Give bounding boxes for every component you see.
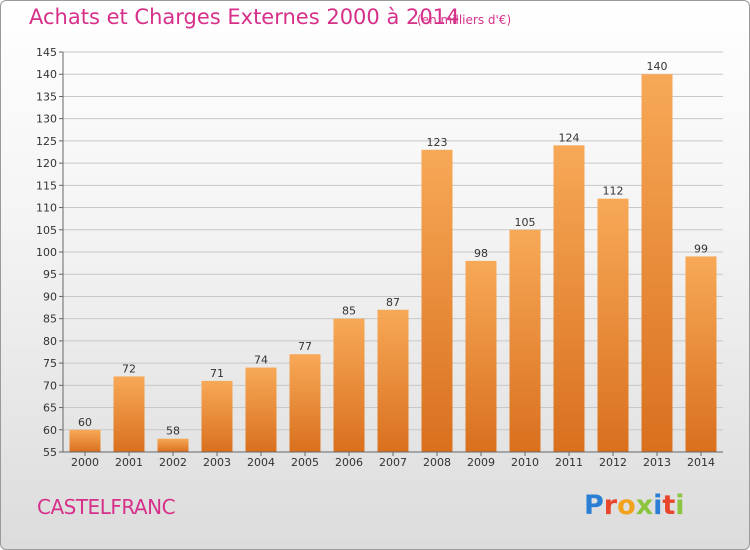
y-tick-label: 60 bbox=[43, 424, 57, 437]
data-label-2014: 99 bbox=[694, 242, 708, 255]
logo-letter: r bbox=[603, 490, 618, 521]
x-tick-label-2005: 2005 bbox=[291, 456, 319, 469]
x-tick-label-2008: 2008 bbox=[423, 456, 451, 469]
x-tick-label-2010: 2010 bbox=[511, 456, 539, 469]
y-tick-label: 95 bbox=[43, 268, 57, 281]
data-label-2009: 98 bbox=[474, 247, 488, 260]
data-label-2004: 74 bbox=[254, 354, 268, 367]
bar-2004 bbox=[245, 367, 277, 452]
logo-letter: x bbox=[635, 490, 654, 521]
y-tick-label: 105 bbox=[36, 224, 57, 237]
logo-letter: o bbox=[617, 490, 636, 521]
x-tick-label-2014: 2014 bbox=[687, 456, 715, 469]
data-label-2010: 105 bbox=[515, 216, 536, 229]
logo-letter: i bbox=[675, 490, 685, 521]
x-tick-label-2009: 2009 bbox=[467, 456, 495, 469]
logo-letter: t bbox=[662, 490, 676, 521]
logo-letter: P bbox=[584, 490, 604, 521]
bar-2012 bbox=[597, 198, 629, 452]
x-tick-label-2012: 2012 bbox=[599, 456, 627, 469]
y-tick-label: 115 bbox=[36, 179, 57, 192]
chart-title: Achats et Charges Externes 2000 à 2014 bbox=[29, 5, 460, 29]
data-label-2002: 58 bbox=[166, 425, 180, 438]
y-tick-label: 110 bbox=[36, 202, 57, 215]
data-label-2008: 123 bbox=[427, 136, 448, 149]
x-tick-label-2006: 2006 bbox=[335, 456, 363, 469]
x-tick-label-2004: 2004 bbox=[247, 456, 275, 469]
data-label-2005: 77 bbox=[298, 340, 312, 353]
x-tick-label-2001: 2001 bbox=[115, 456, 143, 469]
axes bbox=[59, 51, 723, 456]
chart-subtitle: (en milliers d'€) bbox=[417, 13, 512, 27]
data-label-2011: 124 bbox=[559, 131, 580, 144]
bar-2010 bbox=[509, 229, 541, 452]
y-tick-label: 130 bbox=[36, 113, 57, 126]
y-tick-label: 80 bbox=[43, 335, 57, 348]
y-tick-label: 70 bbox=[43, 379, 57, 392]
y-tick-label: 125 bbox=[36, 135, 57, 148]
x-tick-label-2013: 2013 bbox=[643, 456, 671, 469]
data-label-2003: 71 bbox=[210, 367, 224, 380]
bars bbox=[69, 74, 717, 453]
y-tick-label: 55 bbox=[43, 446, 57, 459]
x-tick-label-2000: 2000 bbox=[71, 456, 99, 469]
proxiti-logo[interactable]: Proxiti bbox=[584, 490, 685, 521]
gridlines bbox=[63, 51, 723, 453]
logo-letter: i bbox=[653, 490, 663, 521]
bar-2009 bbox=[465, 260, 497, 452]
x-tick-label-2007: 2007 bbox=[379, 456, 407, 469]
bar-2013 bbox=[641, 74, 673, 452]
bar-2011 bbox=[553, 145, 585, 453]
y-tick-label: 140 bbox=[36, 68, 57, 81]
data-label-2013: 140 bbox=[647, 60, 668, 73]
y-tick-label: 75 bbox=[43, 357, 57, 370]
bar-2000 bbox=[69, 429, 101, 452]
data-label-2006: 85 bbox=[342, 305, 356, 318]
bar-2014 bbox=[685, 256, 717, 452]
data-label-2012: 112 bbox=[603, 185, 624, 198]
labels: 55 60 65 70 75 80 85 90 95 100 105 110 115 120 125 130 1… bbox=[36, 46, 715, 469]
data-label-2001: 72 bbox=[122, 362, 136, 375]
bar-2001 bbox=[113, 376, 145, 452]
y-tick-label: 135 bbox=[36, 90, 57, 103]
bar-2006 bbox=[333, 318, 365, 452]
data-label-2000: 60 bbox=[78, 416, 92, 429]
y-tick-label: 120 bbox=[36, 157, 57, 170]
y-tick-label: 65 bbox=[43, 402, 57, 415]
y-tick-label: 100 bbox=[36, 246, 57, 259]
bar-2007 bbox=[377, 309, 409, 452]
location-name: CASTELFRANC bbox=[37, 495, 176, 519]
y-tick-label: 145 bbox=[36, 46, 57, 59]
y-tick-label: 90 bbox=[43, 290, 57, 303]
bar-2005 bbox=[289, 354, 321, 452]
x-tick-label-2003: 2003 bbox=[203, 456, 231, 469]
bar-2002 bbox=[157, 438, 189, 452]
data-label-2007: 87 bbox=[386, 296, 400, 309]
bar-2008 bbox=[421, 149, 453, 452]
x-tick-label-2002: 2002 bbox=[159, 456, 187, 469]
bar-2003 bbox=[201, 380, 233, 452]
x-tick-label-2011: 2011 bbox=[555, 456, 583, 469]
y-tick-label: 85 bbox=[43, 313, 57, 326]
